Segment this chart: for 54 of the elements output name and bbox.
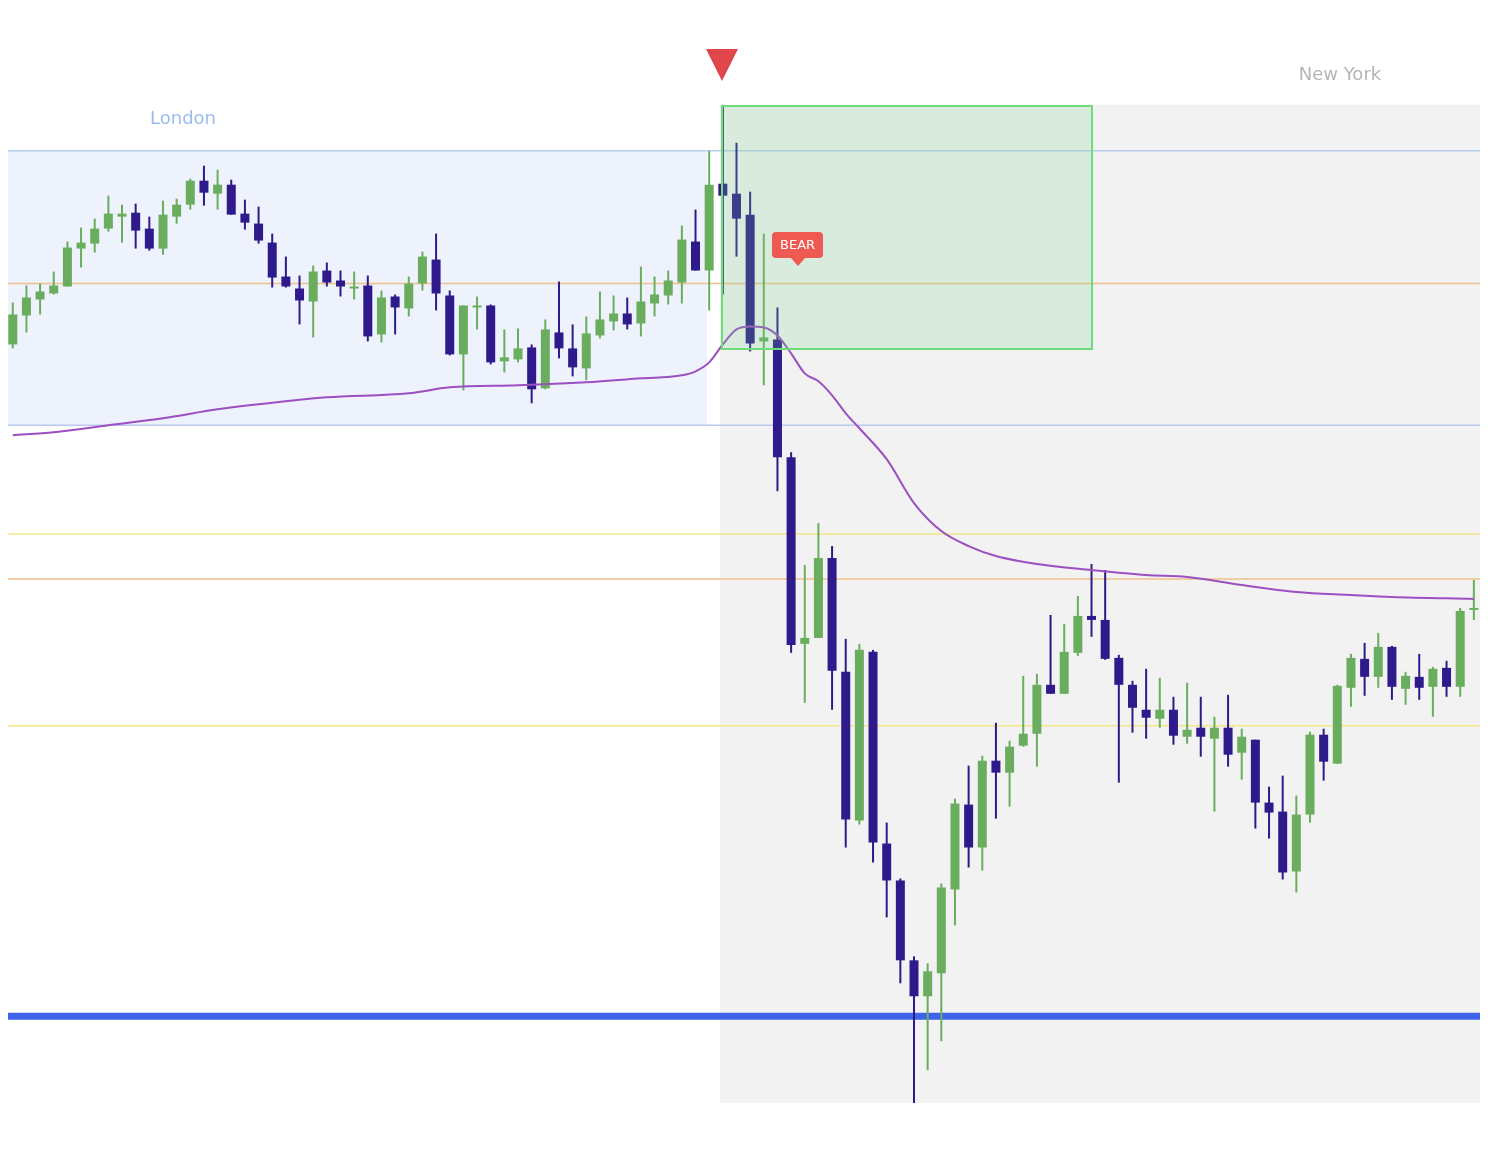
candlestick <box>1155 676 1165 729</box>
candlestick <box>1442 659 1452 698</box>
candlestick <box>1087 563 1097 638</box>
candlestick <box>554 280 564 360</box>
candlestick <box>1414 652 1424 701</box>
candlestick <box>1127 679 1137 734</box>
candlestick <box>21 284 31 334</box>
candlestick <box>1209 715 1219 813</box>
candlestick <box>1401 670 1411 706</box>
candlestick <box>1018 674 1028 748</box>
candlestick <box>650 275 660 318</box>
candlestick <box>322 261 332 288</box>
candlestick <box>595 290 605 340</box>
candlestick <box>185 177 195 211</box>
candlestick <box>281 255 291 289</box>
candlestick <box>172 197 182 225</box>
candlestick <box>349 270 359 301</box>
candlestick <box>117 203 127 244</box>
annotation: BEAR <box>772 232 824 258</box>
candlestick <box>295 274 305 326</box>
candlestick <box>90 217 100 254</box>
candlestick <box>1046 613 1056 695</box>
candlestick <box>1264 785 1274 840</box>
candlestick <box>103 194 113 233</box>
candlestick <box>213 168 223 211</box>
candlestick <box>76 226 86 269</box>
candlestick <box>1196 695 1206 758</box>
band-label: New York <box>1298 62 1382 84</box>
candlestick <box>1182 681 1192 745</box>
candlestick <box>759 232 769 387</box>
candlestick <box>800 564 810 704</box>
candlestick <box>1360 641 1370 697</box>
band-label: London <box>150 106 216 128</box>
candlestick <box>1469 578 1479 621</box>
candlestick <box>240 198 250 231</box>
candlestick <box>718 103 728 296</box>
candlestick <box>636 265 646 338</box>
candlestick <box>1141 667 1151 740</box>
candlestick <box>1237 727 1247 781</box>
candlestick <box>513 327 523 364</box>
candlestick <box>254 205 264 245</box>
candlestick <box>991 721 1001 820</box>
candlestick <box>1428 665 1438 718</box>
candlestick <box>609 294 619 332</box>
candlestick <box>144 215 154 252</box>
candlestick <box>622 296 632 331</box>
candlestick <box>663 269 673 306</box>
candlestick <box>472 295 482 331</box>
candlestick <box>568 323 578 378</box>
candlestick <box>199 164 209 207</box>
candlestick <box>499 328 509 374</box>
candlestick <box>131 202 141 250</box>
candlestick <box>390 293 400 336</box>
candlestick <box>336 269 345 298</box>
